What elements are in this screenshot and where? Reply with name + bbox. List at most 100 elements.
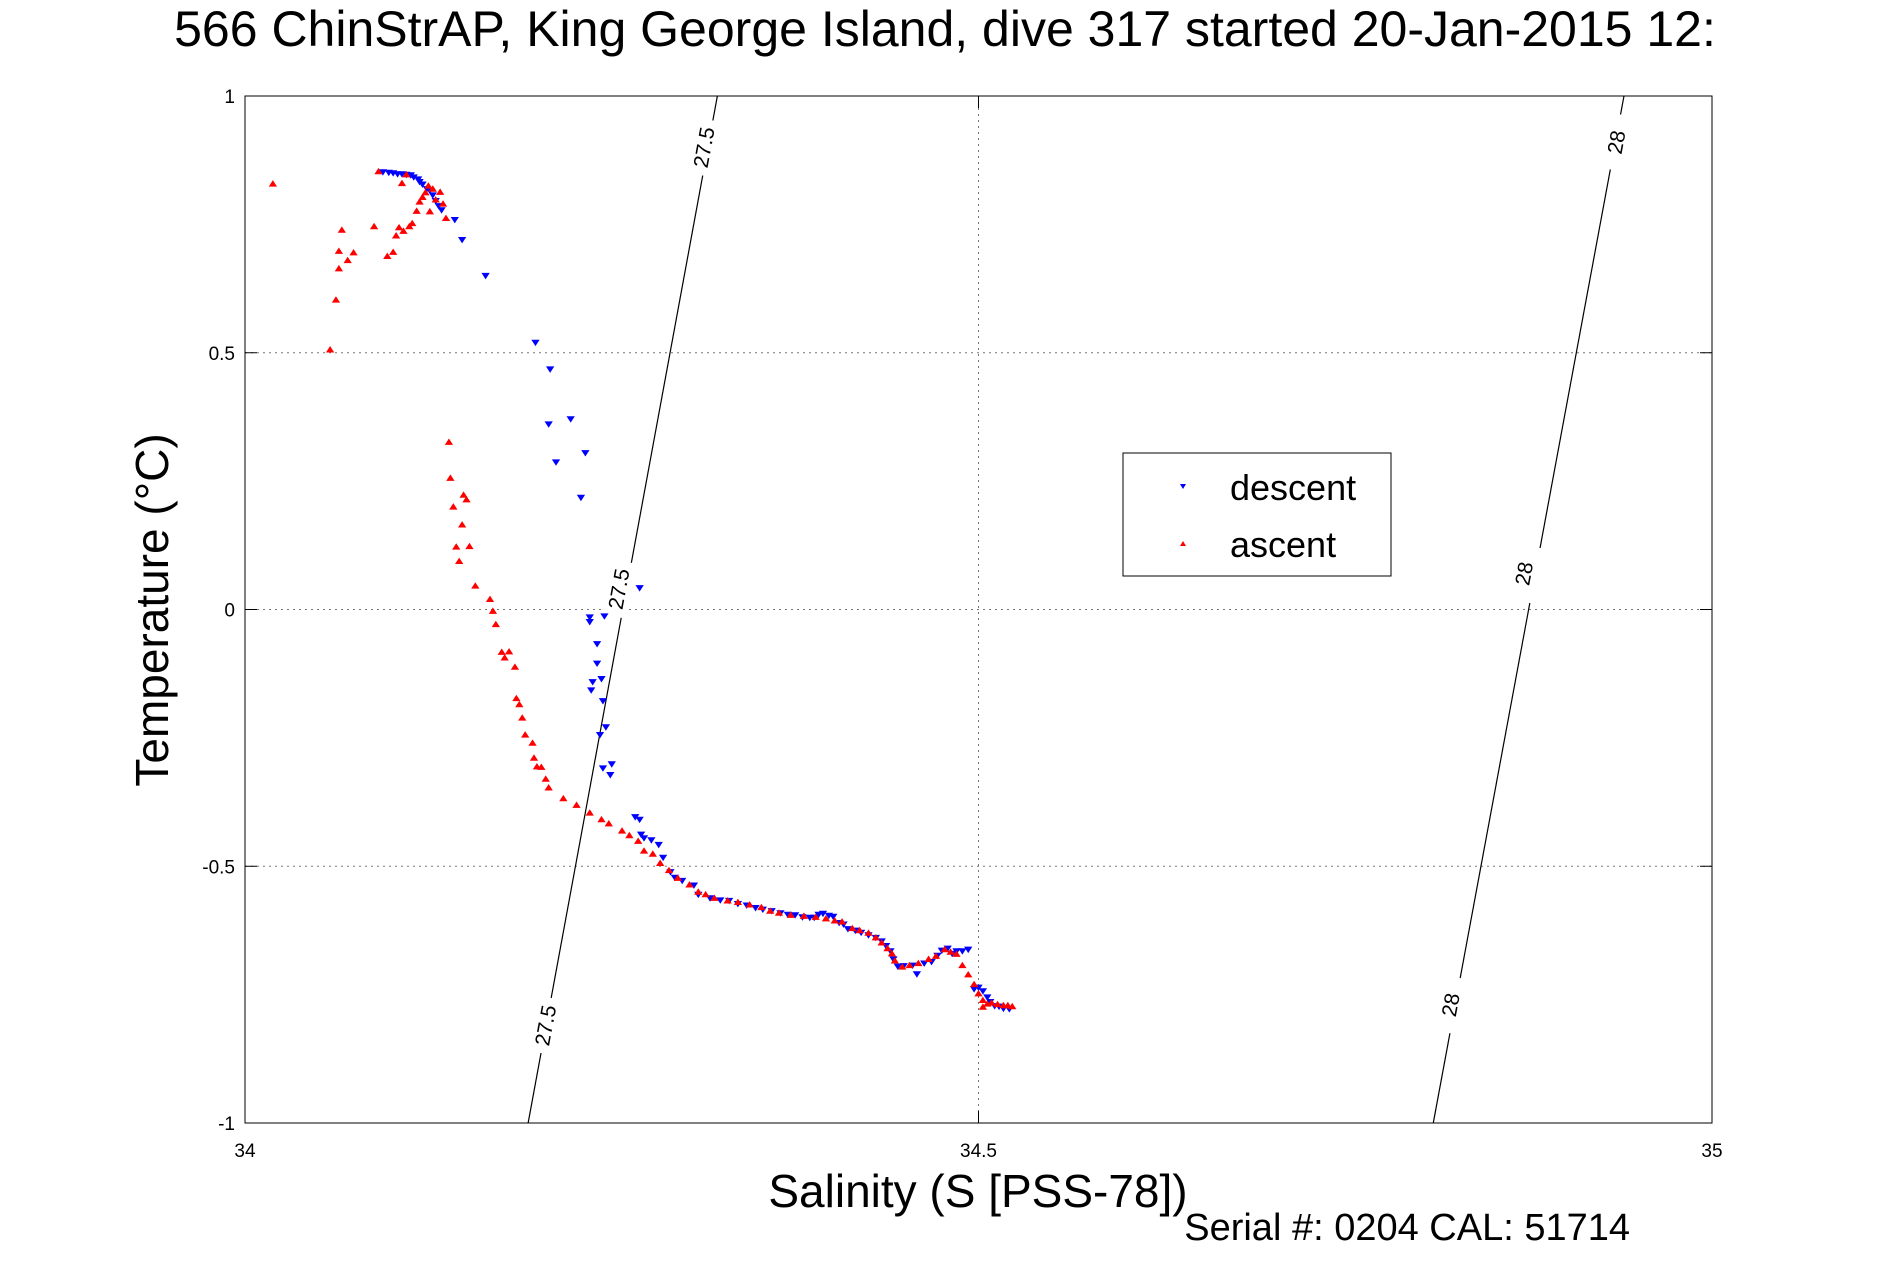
contour-label: 27.5 (690, 125, 720, 169)
descent-point (814, 911, 823, 919)
descent-point (450, 216, 459, 224)
descent-point (790, 912, 800, 919)
ascent-point (969, 980, 979, 988)
ascent-point (425, 207, 434, 215)
ascent-point (515, 700, 524, 708)
ascent-point (774, 909, 784, 916)
ascent-point (745, 901, 754, 908)
ascent-point (799, 912, 809, 919)
descent-point (585, 619, 594, 626)
descent-point (588, 679, 597, 686)
ascent-point (369, 222, 379, 230)
ascent-point (528, 739, 537, 746)
contour-label: 27.5 (531, 1003, 561, 1047)
descent-point (418, 181, 427, 188)
ascent-point (485, 595, 495, 603)
descent-point (598, 698, 608, 705)
ascent-point (399, 227, 408, 234)
ascent-point (383, 252, 392, 260)
descent-point (551, 459, 561, 466)
ascent-point (512, 694, 521, 702)
ascent-point (337, 226, 346, 233)
descent-point (635, 816, 644, 824)
ascent-point (444, 438, 454, 445)
ascent-point (864, 929, 873, 936)
ascent-point (940, 945, 949, 953)
descent-point (545, 366, 555, 373)
ascent-point (898, 963, 907, 970)
y-tick-label: 0.5 (209, 344, 235, 365)
descent-point (920, 960, 929, 967)
ascent-point (877, 939, 886, 946)
ascent-point (871, 933, 880, 941)
ascent-point (449, 503, 458, 510)
ascent-point (905, 961, 914, 969)
ascent-point (541, 775, 550, 782)
ascent-point (331, 296, 341, 303)
ascent-point (766, 907, 775, 914)
ascent-point (389, 248, 398, 255)
descent-point (544, 421, 553, 428)
descent-point (658, 854, 668, 862)
descent-point (635, 585, 644, 592)
descent-point (978, 988, 988, 995)
ascent-point (421, 188, 430, 196)
descent-point (654, 841, 663, 849)
ascent-point (604, 819, 613, 827)
ascent-point (625, 831, 634, 839)
ascent-point (1008, 1002, 1017, 1010)
contour-label: 28 (1604, 129, 1631, 156)
contour-label-background (687, 117, 722, 178)
ascent-point (664, 866, 674, 874)
legend-box (1122, 452, 1392, 577)
ascent-point (559, 794, 568, 802)
ascent-point (673, 874, 682, 881)
ascent-point (465, 542, 474, 550)
descent-point (639, 835, 649, 842)
legend-marker-descent (1180, 484, 1186, 489)
ascent-point (544, 784, 553, 791)
descent-point (597, 676, 606, 683)
ascent-point (890, 957, 900, 964)
descent-point (585, 614, 594, 621)
descent-point (636, 831, 646, 839)
ascent-point (993, 1000, 1002, 1008)
ascent-point (855, 926, 864, 934)
ascent-point (412, 207, 421, 214)
ascent-point (694, 888, 703, 895)
descent-point (428, 192, 437, 199)
descent-point (893, 963, 902, 971)
ascent-point (656, 859, 665, 866)
ascent-point (537, 763, 546, 770)
ascent-point (397, 179, 407, 187)
ascent-point (343, 256, 352, 264)
ascent-point (830, 917, 839, 924)
ascent-point (597, 815, 606, 823)
ascent-point (685, 881, 694, 888)
ascent-point (931, 952, 941, 959)
ascent-point (457, 521, 467, 528)
ascent-point (914, 959, 923, 967)
y-tick-label: 1 (224, 87, 235, 108)
descent-point (592, 660, 602, 668)
descent-point (964, 946, 973, 954)
descent-point (595, 732, 605, 739)
ascent-point (639, 847, 649, 854)
legend-label-ascent: ascent (1230, 524, 1336, 565)
ascent-point (500, 654, 509, 661)
descent-point (607, 761, 616, 768)
contour-label-background (1507, 543, 1542, 604)
ascent-point (952, 950, 961, 957)
descent-point (818, 910, 828, 918)
ascent-point (402, 170, 411, 178)
descent-point (587, 687, 596, 694)
ascent-point (459, 491, 468, 498)
ascent-point (435, 188, 445, 195)
contour-label: 27.5 (605, 567, 635, 611)
ascent-point (408, 219, 417, 227)
contour-label-background (1433, 975, 1468, 1035)
ascent-point (334, 264, 344, 272)
y-tick-label: -0.5 (202, 857, 235, 878)
x-tick-label: 35 (1701, 1141, 1722, 1162)
ascent-point (452, 543, 461, 550)
